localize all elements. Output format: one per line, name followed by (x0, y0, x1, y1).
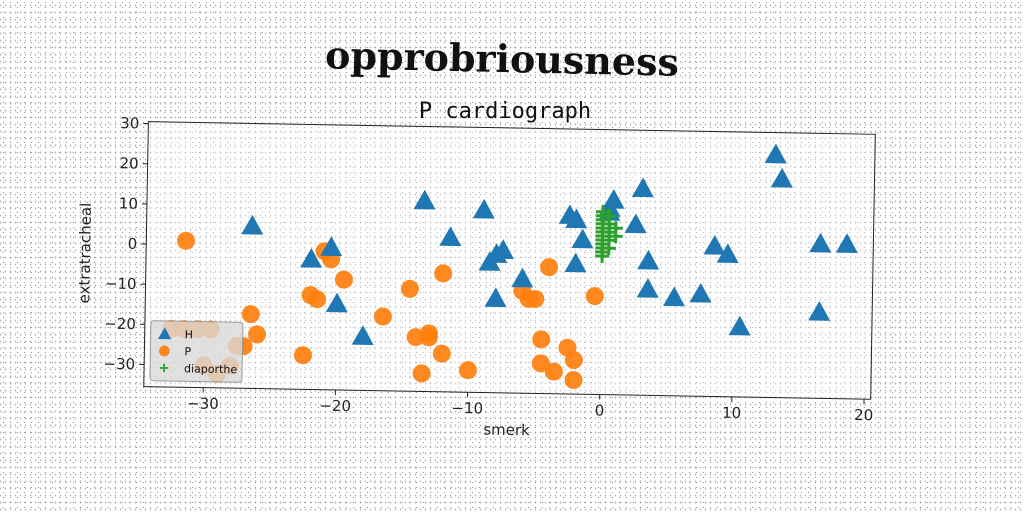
data-point-p (434, 264, 453, 283)
x-tick-label: −10 (451, 399, 483, 418)
data-point-h (716, 243, 739, 263)
plot-frame (143, 121, 876, 400)
data-point-h (491, 239, 514, 260)
data-point-h (809, 232, 832, 253)
data-point-p (458, 361, 477, 380)
data-point-h (637, 249, 660, 270)
data-point-p (526, 290, 545, 309)
x-tick-label: 0 (595, 401, 605, 419)
data-point-p (176, 231, 195, 250)
data-point-p (419, 328, 438, 347)
data-point-diaporthe (602, 208, 617, 224)
y-tick-label: −10 (105, 275, 137, 294)
data-point-p (400, 279, 419, 298)
data-point-h (439, 226, 462, 247)
plot-area-group: −30 −20 −10 0 10 20 −30 −20 −10 0 10 20 30 smerk ex… (75, 114, 876, 440)
data-point-h (703, 234, 726, 255)
data-point-p (373, 307, 392, 326)
y-tick-label: −30 (103, 355, 135, 374)
data-point-p (540, 258, 559, 277)
data-point-p (585, 287, 604, 306)
data-point-h (631, 177, 654, 198)
y-axis-label: extratracheal (75, 203, 95, 304)
legend-marker (158, 327, 172, 340)
y-tick-label: 10 (119, 194, 138, 212)
y-tick-label: −20 (104, 315, 136, 334)
x-tick-label: 20 (854, 406, 873, 424)
data-point-h (320, 236, 343, 257)
data-point-h (484, 287, 507, 308)
data-point-h (571, 228, 594, 249)
data-point-h (636, 277, 659, 298)
x-axis: −30 −20 −10 0 10 20 (187, 387, 873, 424)
y-tick-label: 0 (128, 235, 138, 253)
data-point-h (241, 214, 264, 235)
data-point-h (662, 286, 685, 307)
data-point-h (511, 267, 534, 288)
data-point-p (532, 330, 551, 349)
data-point-h (602, 189, 625, 209)
data-point-diaporthe (608, 221, 623, 236)
legend-label: P (184, 345, 191, 358)
data-point-p (293, 346, 312, 365)
data-point-h (835, 233, 858, 254)
x-tick-label: −30 (187, 394, 219, 413)
data-point-h (764, 143, 787, 164)
x-tick-label: 10 (722, 404, 741, 422)
chart-title: P cardiograph (419, 99, 591, 124)
data-point-h (472, 198, 495, 219)
data-point-h (413, 189, 436, 210)
data-point-p (412, 364, 431, 383)
data-point-h (728, 315, 751, 336)
x-tick-label: −20 (319, 397, 351, 416)
legend-label: diaporthe (184, 362, 238, 376)
data-point-p (544, 362, 563, 381)
data-point-p (248, 325, 267, 344)
data-point-h (300, 248, 323, 268)
data-point-h (770, 167, 793, 188)
data-point-h (624, 213, 647, 234)
legend-marker (159, 363, 169, 373)
data-point-p (564, 371, 583, 390)
data-point-p (334, 270, 353, 289)
data-point-p (531, 354, 550, 373)
y-axis: −30 −20 −10 0 10 20 30 (103, 114, 149, 374)
legend-label: H (185, 328, 194, 341)
legend-marker (158, 345, 170, 357)
data-point-h (351, 325, 374, 345)
y-tick-label: 30 (120, 114, 139, 132)
data-point-h (689, 282, 712, 303)
data-point-p (308, 290, 327, 309)
data-point-p (564, 350, 583, 369)
chart-suptitle: opprobriousness (325, 32, 680, 84)
y-tick-label: 20 (119, 154, 138, 172)
data-point-p (241, 305, 260, 324)
data-point-h (564, 252, 587, 273)
data-point-h (325, 292, 348, 313)
x-axis-label: smerk (483, 421, 530, 440)
legend-box (149, 320, 244, 383)
data-point-h (565, 208, 588, 229)
data-point-p (432, 344, 451, 363)
data-point-diaporthe (595, 249, 610, 264)
data-point-h (808, 301, 831, 321)
